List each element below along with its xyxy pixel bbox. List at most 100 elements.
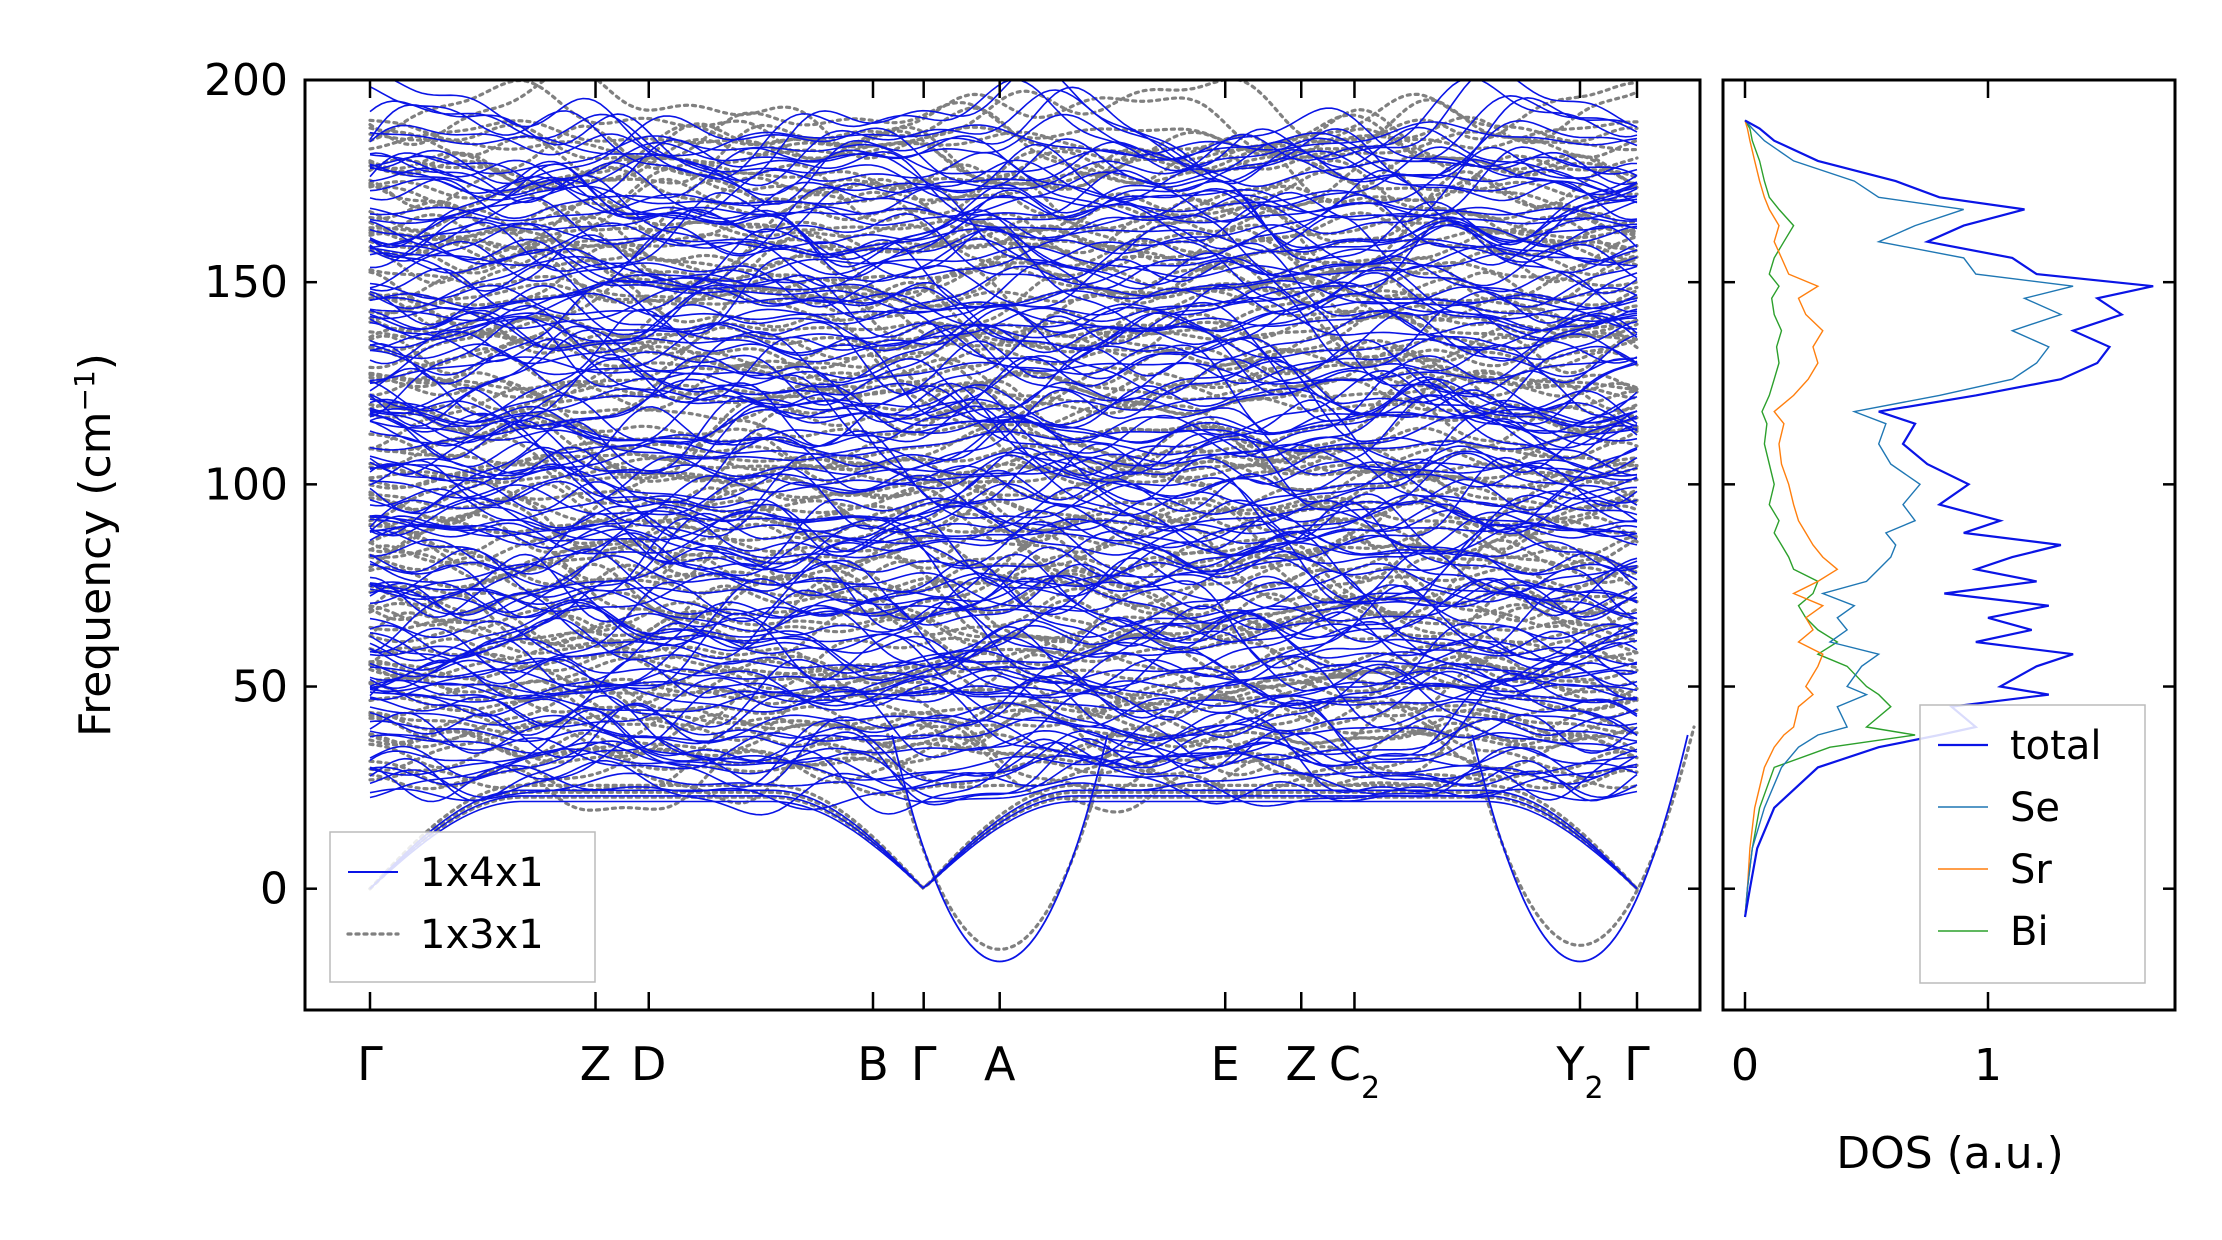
band-line [369,126,1637,201]
band-line [368,461,1639,547]
band-line [369,604,1638,682]
band-line [369,508,1638,538]
dos-legend-label: Sr [2010,847,2052,893]
band-line [369,86,1638,205]
band-line [369,169,1638,273]
band-line [368,635,1639,686]
band-line [369,89,1638,187]
band-line [368,92,1639,163]
band-line [368,335,1639,395]
band-y-tick-label: 150 [204,257,288,308]
kpoint-label: Γ [357,1037,383,1091]
kpoint-label: Z [1285,1037,1317,1091]
band-legend-label: 1x3x1 [420,912,544,958]
band-line [369,563,1638,616]
band-line [368,397,1639,484]
band-line [369,329,1638,424]
band-line [368,130,1639,165]
band-line [391,80,1638,182]
band-line [369,699,1638,806]
band-line [369,446,1638,557]
band-line [369,682,1638,713]
band-line [369,281,1638,395]
dos-plot-frame [1721,78,2177,1012]
dos-x-axis-label: DOS (a.u.) [1836,1128,2064,1179]
band-line [369,150,1638,202]
band-line [369,107,1638,186]
band-line [368,445,1639,501]
band-line [369,132,1638,175]
band-line [369,655,1638,759]
band-line [369,729,1638,775]
band-line [369,493,1638,598]
band-line [368,653,1639,743]
band-line [369,575,1638,633]
band-line [369,447,1638,522]
band-legend-box [329,831,596,983]
band-line [368,537,1639,593]
band-line [369,436,1638,477]
band-line [369,666,1638,759]
band-line [368,373,1639,483]
band-line [369,461,1638,532]
band-line [369,740,1638,790]
band-line [368,745,1639,790]
band-line [369,570,1638,676]
band-line [369,138,1638,240]
dos-line-sr [1744,120,1839,918]
band-line [369,189,1638,222]
band-line [369,700,1638,742]
band-line [369,378,1638,445]
band-line [368,594,1639,642]
band-line [368,601,1639,655]
band-line [369,562,1638,613]
band-line [369,521,1638,623]
dos-line-se [1744,119,2074,918]
band-line [368,255,1639,357]
band-line [369,518,1638,565]
band-line [368,387,1639,470]
band-line [368,170,1639,251]
band-line [369,311,1638,402]
band-line [369,414,1638,459]
band-line [369,579,1638,664]
band-line [1471,734,1689,963]
kpoint-label: E [1211,1037,1240,1091]
band-line [369,419,1638,530]
band-line [369,137,1638,193]
band-line [369,128,1638,221]
dos-legend-label: Bi [2010,909,2049,955]
band-line [369,443,1638,481]
band-line [369,530,1638,626]
band-line [369,534,1638,588]
band-line [369,702,1638,782]
band-line [369,512,1638,631]
band-line [368,158,1639,236]
band-line [369,325,1638,444]
band-legend: 1x4x1 1x3x1 [329,831,596,983]
band-line [369,266,1638,352]
band-line [368,707,1639,753]
band-line [369,304,1638,406]
band-legend-label: 1x4x1 [420,850,544,896]
band-line [369,611,1638,701]
band-y-tick-label: 0 [260,864,288,915]
band-line [369,193,1638,283]
band-line [368,686,1639,756]
band-line [368,469,1639,555]
dos-curves [1743,119,2154,918]
band-y-tick-label: 200 [204,55,288,106]
band-line [368,80,1639,162]
band-line [369,772,1638,803]
band-line [369,748,1638,781]
band-line [369,222,1638,279]
band-line [368,338,1639,404]
band-line [369,160,1638,268]
band-line [369,399,1638,508]
band-line [369,552,1638,659]
band-line [369,500,1638,542]
kpoint-label: D [631,1037,666,1091]
band-line [368,494,1639,535]
